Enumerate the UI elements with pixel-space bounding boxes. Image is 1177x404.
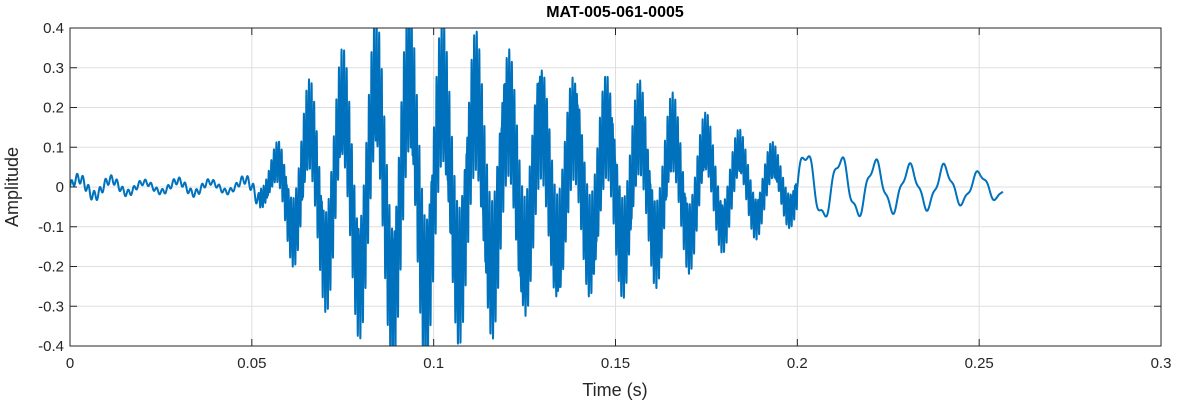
y-tick-label: -0.4 <box>38 338 64 355</box>
x-tick-label: 0.3 <box>1151 355 1172 372</box>
x-axis-label: Time (s) <box>582 380 647 400</box>
x-tick-label: 0.1 <box>423 355 444 372</box>
y-tick-label: -0.2 <box>38 259 64 276</box>
x-tick-label: 0 <box>66 355 74 372</box>
y-tick-label: 0.1 <box>43 139 64 156</box>
ticks: 0 0.05 0.1 0.15 0.2 0.25 0.3 -0.4 -0.3 -0.2 -0.1 0 0… <box>38 20 1171 372</box>
x-tick-label: 0.15 <box>601 355 630 372</box>
series-group <box>70 28 1004 346</box>
y-tick-label: 0 <box>56 179 64 196</box>
chart-title: MAT-005-061-0005 <box>546 4 684 21</box>
x-tick-label: 0.25 <box>965 355 994 372</box>
waveform-series-line <box>70 28 1004 346</box>
y-tick-label: 0.3 <box>43 60 64 77</box>
y-tick-label: 0.2 <box>43 100 64 117</box>
y-axis-label: Amplitude <box>2 147 22 227</box>
x-tick-label: 0.05 <box>237 355 266 372</box>
y-tick-label: -0.3 <box>38 298 64 315</box>
y-tick-label: 0.4 <box>43 20 64 37</box>
x-tick-label: 0.2 <box>787 355 808 372</box>
y-tick-label: -0.1 <box>38 219 64 236</box>
